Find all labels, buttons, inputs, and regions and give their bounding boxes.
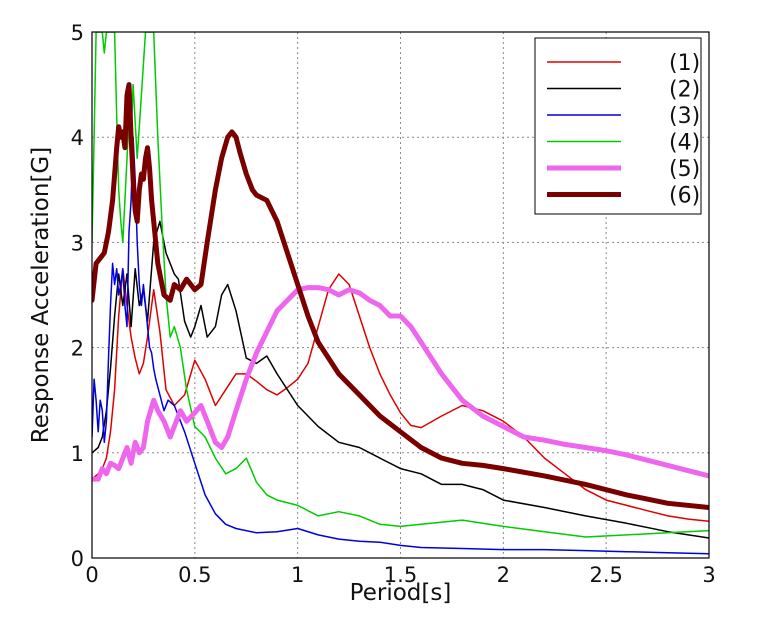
series-lines xyxy=(92,32,709,555)
x-tick-label: 2 xyxy=(497,563,510,587)
y-tick-label: 5 xyxy=(71,21,84,45)
legend-label-2: (2) xyxy=(669,78,700,103)
series-line-5 xyxy=(92,285,709,482)
legend-box xyxy=(534,37,702,215)
legend-label-3: (3) xyxy=(669,104,700,129)
legend-label-1: (1) xyxy=(669,51,700,76)
y-tick-label: 4 xyxy=(71,126,84,150)
legend-label-6: (6) xyxy=(669,184,700,209)
x-tick-label: 0 xyxy=(85,563,98,587)
x-tick-label: 3 xyxy=(702,563,715,587)
series-line-6 xyxy=(92,82,709,510)
y-axis-label: Response Acceleration[G] xyxy=(28,147,54,443)
y-tick-label: 1 xyxy=(71,442,84,466)
x-tick-label: 1 xyxy=(291,563,304,587)
x-tick-labels: 0 0.5 1 1.5 2 2.5 3 xyxy=(85,563,715,587)
series-line-3 xyxy=(92,136,709,555)
legend-label-4: (4) xyxy=(669,131,700,156)
legend: (1)(2)(3)(4)(5)(6) xyxy=(534,37,702,215)
x-axis-label: Period[s] xyxy=(350,580,452,606)
x-tick-label: 1.5 xyxy=(384,563,417,587)
series-line-4 xyxy=(92,32,709,538)
series-line-2 xyxy=(92,220,709,539)
x-tick-label: 2.5 xyxy=(589,563,622,587)
plot-frame xyxy=(91,31,710,559)
y-tick-label: 0 xyxy=(71,547,84,571)
legend-label-5: (5) xyxy=(669,157,700,182)
y-tick-label: 3 xyxy=(71,231,84,255)
y-tick-label: 2 xyxy=(71,337,84,361)
y-tick-labels: 0 1 2 3 4 5 xyxy=(71,21,84,571)
x-tick-label: 0.5 xyxy=(178,563,211,587)
